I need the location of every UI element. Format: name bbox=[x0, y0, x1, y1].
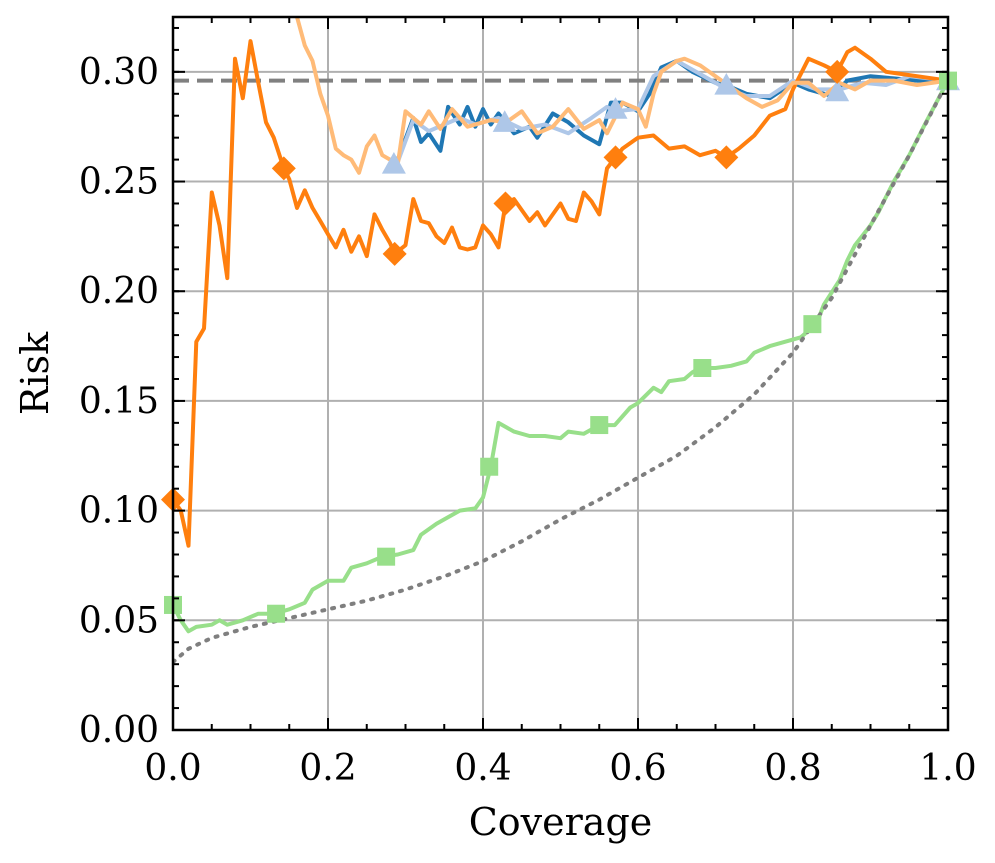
x-tick-label: 0.0 bbox=[144, 748, 201, 789]
y-axis-label: Risk bbox=[13, 331, 57, 415]
x-tick-label: 1.0 bbox=[919, 748, 976, 789]
square-marker-4 bbox=[267, 604, 286, 623]
y-tick-label: 0.30 bbox=[79, 52, 159, 93]
diamond-marker-2 bbox=[603, 145, 628, 170]
square-marker-4 bbox=[693, 359, 712, 378]
series-line-5 bbox=[173, 78, 948, 664]
square-marker-4 bbox=[803, 315, 822, 334]
y-tick-label: 0.20 bbox=[79, 271, 159, 312]
square-marker-4 bbox=[377, 547, 396, 566]
series-line-2 bbox=[173, 39, 948, 548]
grid bbox=[172, 17, 949, 731]
y-tick-label: 0.00 bbox=[79, 710, 159, 751]
markers-group bbox=[161, 59, 960, 623]
y-tick-label: 0.15 bbox=[79, 381, 159, 422]
diamond-marker-2 bbox=[271, 156, 296, 181]
x-tick-label: 0.6 bbox=[609, 748, 666, 789]
diamond-marker-2 bbox=[714, 145, 739, 170]
plot-frame bbox=[171, 15, 950, 732]
square-marker-4 bbox=[480, 457, 499, 476]
x-axis-label: Coverage bbox=[469, 800, 653, 844]
x-tick-labels: 0.0 0.2 0.4 0.6 0.8 1.0 bbox=[144, 748, 976, 789]
x-tick-label: 0.4 bbox=[454, 748, 511, 789]
diamond-marker-2 bbox=[825, 59, 850, 84]
diamond-marker-2 bbox=[382, 241, 407, 266]
series-line-1 bbox=[388, 58, 948, 169]
diamond-marker-2 bbox=[493, 191, 518, 216]
triangle-marker-1 bbox=[603, 97, 628, 119]
y-tick-label: 0.10 bbox=[79, 491, 159, 532]
axis-ticks bbox=[172, 17, 949, 731]
series-group bbox=[173, 17, 948, 664]
y-tick-labels: 0.00 0.05 0.10 0.15 0.20 0.25 0.30 bbox=[79, 52, 159, 751]
triangle-marker-1 bbox=[492, 110, 517, 132]
triangle-marker-1 bbox=[714, 73, 739, 95]
triangle-marker-1 bbox=[381, 151, 406, 174]
square-marker-4 bbox=[590, 416, 609, 435]
triangle-marker-1 bbox=[825, 79, 850, 102]
x-tick-label: 0.2 bbox=[299, 748, 356, 789]
x-tick-label: 0.8 bbox=[764, 748, 821, 789]
y-tick-label: 0.25 bbox=[79, 162, 159, 203]
y-tick-label: 0.05 bbox=[79, 600, 159, 641]
series-line-3 bbox=[295, 17, 948, 175]
